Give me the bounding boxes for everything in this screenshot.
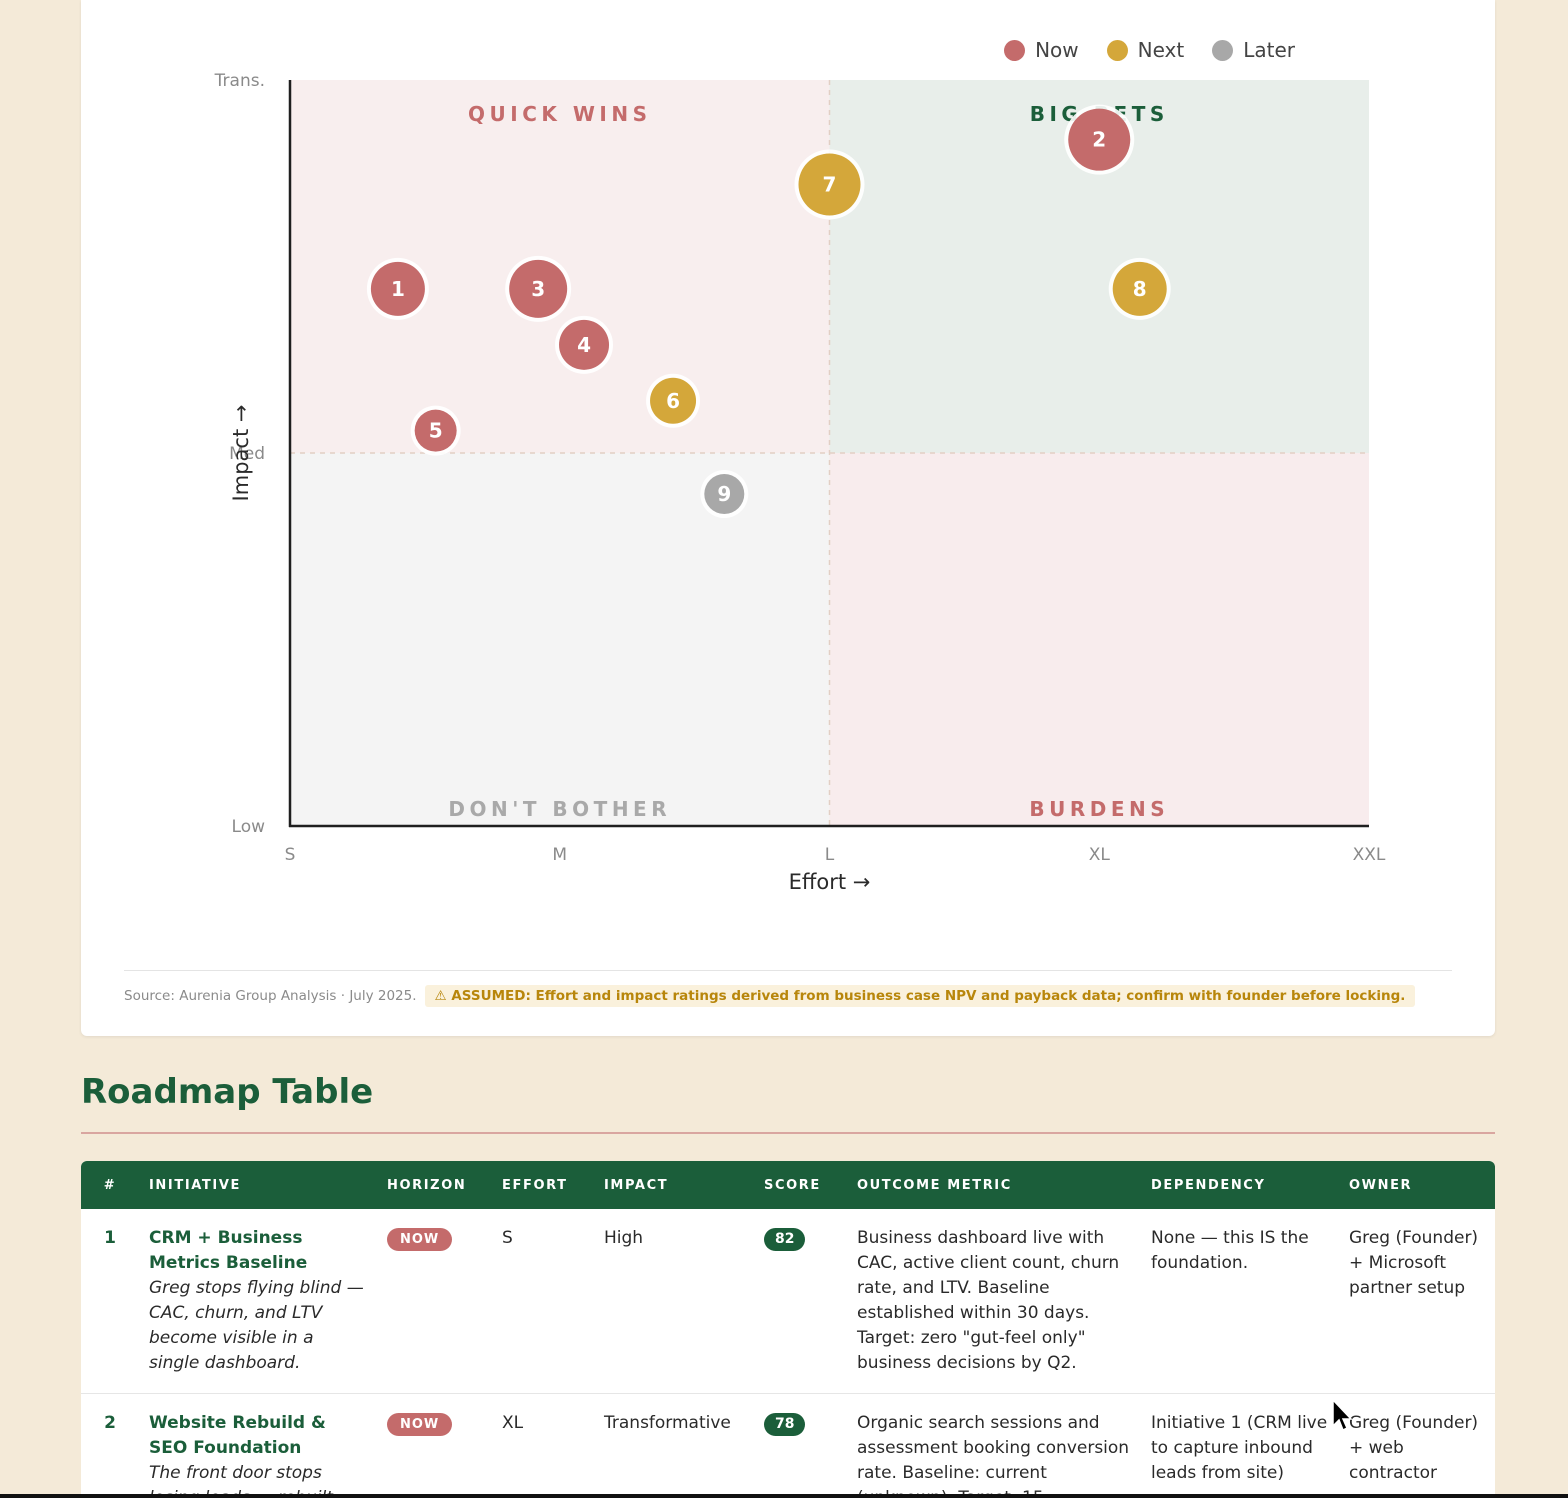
score-cell: 78 bbox=[754, 1394, 847, 1498]
score-cell: 82 bbox=[754, 1209, 847, 1394]
initiative-description: Greg stops flying blind — CAC, churn, an… bbox=[149, 1278, 364, 1373]
source-line: Source: Aurenia Group Analysis · July 20… bbox=[124, 985, 1416, 1007]
section-title: Roadmap Table bbox=[81, 1072, 374, 1112]
data-point-label-5: 5 bbox=[429, 419, 443, 443]
horizon-cell: NOW bbox=[377, 1394, 492, 1498]
legend-item-next[interactable]: Next bbox=[1106, 38, 1185, 62]
data-point-label-3: 3 bbox=[531, 277, 545, 301]
owner-cell: Greg (Founder) + web contractor bbox=[1349, 1413, 1479, 1483]
legend-dot-now bbox=[1004, 39, 1026, 61]
col-header-horizon[interactable]: HORIZON bbox=[387, 1177, 467, 1193]
data-point-4 bbox=[559, 319, 610, 370]
data-point-label-9: 9 bbox=[717, 482, 731, 506]
table-row[interactable]: 2 Website Rebuild & SEO Foundation The f… bbox=[81, 1394, 1495, 1498]
x-tick-label: XXL bbox=[1353, 845, 1386, 865]
owner-cell: Greg (Founder) + Microsoft partner setup bbox=[1349, 1228, 1479, 1298]
data-point-1 bbox=[370, 261, 425, 316]
initiative-cell: Website Rebuild & SEO Foundation The fro… bbox=[139, 1394, 377, 1498]
data-point-label-8: 8 bbox=[1133, 277, 1147, 301]
data-point-label-4: 4 bbox=[577, 333, 591, 357]
quadrant-label-bottom-right: BURDENS bbox=[1029, 797, 1169, 821]
section-divider bbox=[81, 1132, 1495, 1134]
quadrant-label-top-left: QUICK WINS bbox=[468, 102, 651, 126]
impact-cell: Transformative bbox=[604, 1413, 731, 1433]
legend-label-next: Next bbox=[1137, 38, 1185, 62]
legend-dot-later bbox=[1212, 39, 1234, 61]
x-tick-label: M bbox=[552, 845, 567, 865]
data-point-9 bbox=[704, 474, 745, 515]
assumed-note: ⚠ ASSUMED: Effort and impact ratings der… bbox=[424, 985, 1416, 1007]
col-header-effort[interactable]: EFFORT bbox=[502, 1177, 568, 1193]
col-header-score[interactable]: SCORE bbox=[764, 1177, 821, 1193]
row-number: 1 bbox=[104, 1228, 116, 1248]
legend-label-now: Now bbox=[1035, 38, 1079, 62]
x-axis-title: Effort → bbox=[789, 870, 871, 894]
col-header-dependency[interactable]: DEPENDENCY bbox=[1151, 1177, 1266, 1193]
score-badge: 78 bbox=[764, 1413, 806, 1436]
impact-cell: High bbox=[604, 1228, 644, 1248]
data-point-label-1: 1 bbox=[391, 277, 405, 301]
roadmap-table: # INITIATIVE HORIZON EFFORT IMPACT SCORE… bbox=[81, 1161, 1495, 1498]
quadrant-bottom-right bbox=[829, 453, 1369, 826]
data-point-label-7: 7 bbox=[823, 172, 837, 196]
legend-label-later: Later bbox=[1243, 38, 1295, 62]
data-point-5 bbox=[414, 409, 457, 452]
matrix-card: QUICK WINS BIG BETS DON'T BOTHER BURDENS S M L… bbox=[81, 0, 1495, 1036]
window-bottom-edge bbox=[0, 1494, 1568, 1498]
col-header-impact[interactable]: IMPACT bbox=[604, 1177, 669, 1193]
dependency-cell: None — this IS the foundation. bbox=[1151, 1228, 1309, 1273]
legend-dot-next bbox=[1106, 39, 1128, 61]
initiative-name[interactable]: CRM + Business Metrics Baseline bbox=[149, 1228, 308, 1273]
effort-cell: S bbox=[502, 1228, 513, 1248]
data-point-8 bbox=[1112, 261, 1167, 316]
initiative-cell: CRM + Business Metrics Baseline Greg sto… bbox=[139, 1209, 377, 1394]
quadrant-bottom-left bbox=[290, 453, 830, 826]
horizon-badge: NOW bbox=[387, 1228, 453, 1251]
y-tick-label: Trans. bbox=[214, 71, 265, 91]
col-header-initiative[interactable]: INITIATIVE bbox=[149, 1177, 241, 1193]
data-point-3 bbox=[509, 259, 568, 318]
legend-item-later[interactable]: Later bbox=[1212, 38, 1295, 62]
y-tick-label: Med bbox=[229, 444, 265, 464]
initiative-description: The front door stops losing leads — rebu… bbox=[149, 1463, 333, 1498]
col-header-owner[interactable]: OWNER bbox=[1349, 1177, 1413, 1193]
initiative-name[interactable]: Website Rebuild & SEO Foundation bbox=[149, 1413, 326, 1458]
outcome-cell: Business dashboard live with CAC, active… bbox=[857, 1228, 1120, 1373]
x-tick-label: L bbox=[825, 845, 835, 865]
source-divider bbox=[124, 970, 1452, 971]
data-point-6 bbox=[650, 377, 697, 424]
effort-cell: XL bbox=[502, 1413, 524, 1433]
col-header-outcome[interactable]: OUTCOME METRIC bbox=[857, 1177, 1012, 1193]
quadrant-label-bottom-left: DON'T BOTHER bbox=[448, 797, 671, 821]
chart-legend: Now Next Later bbox=[1004, 38, 1295, 62]
horizon-badge: NOW bbox=[387, 1413, 453, 1436]
outcome-cell: Organic search sessions and assessment b… bbox=[857, 1413, 1130, 1498]
y-tick-label: Low bbox=[232, 817, 266, 837]
table-header-row: # INITIATIVE HORIZON EFFORT IMPACT SCORE… bbox=[81, 1161, 1495, 1209]
row-number: 2 bbox=[104, 1413, 116, 1433]
x-tick-label: S bbox=[285, 845, 296, 865]
data-point-2 bbox=[1068, 108, 1131, 171]
legend-item-now[interactable]: Now bbox=[1004, 38, 1079, 62]
y-axis-title: Impact → bbox=[229, 405, 253, 502]
x-tick-label: XL bbox=[1089, 845, 1111, 865]
data-point-label-6: 6 bbox=[666, 389, 680, 413]
roadmap-table-container[interactable]: # INITIATIVE HORIZON EFFORT IMPACT SCORE… bbox=[81, 1161, 1495, 1498]
source-text: Source: Aurenia Group Analysis · July 20… bbox=[124, 988, 417, 1004]
dependency-cell: Initiative 1 (CRM live to capture inboun… bbox=[1151, 1413, 1328, 1483]
data-point-7 bbox=[798, 153, 861, 216]
horizon-cell: NOW bbox=[377, 1209, 492, 1394]
table-row[interactable]: 1 CRM + Business Metrics Baseline Greg s… bbox=[81, 1209, 1495, 1394]
col-header-num[interactable]: # bbox=[103, 1177, 117, 1193]
mouse-cursor-icon bbox=[1332, 1398, 1353, 1432]
data-point-label-2: 2 bbox=[1092, 128, 1106, 152]
score-badge: 82 bbox=[764, 1228, 806, 1251]
